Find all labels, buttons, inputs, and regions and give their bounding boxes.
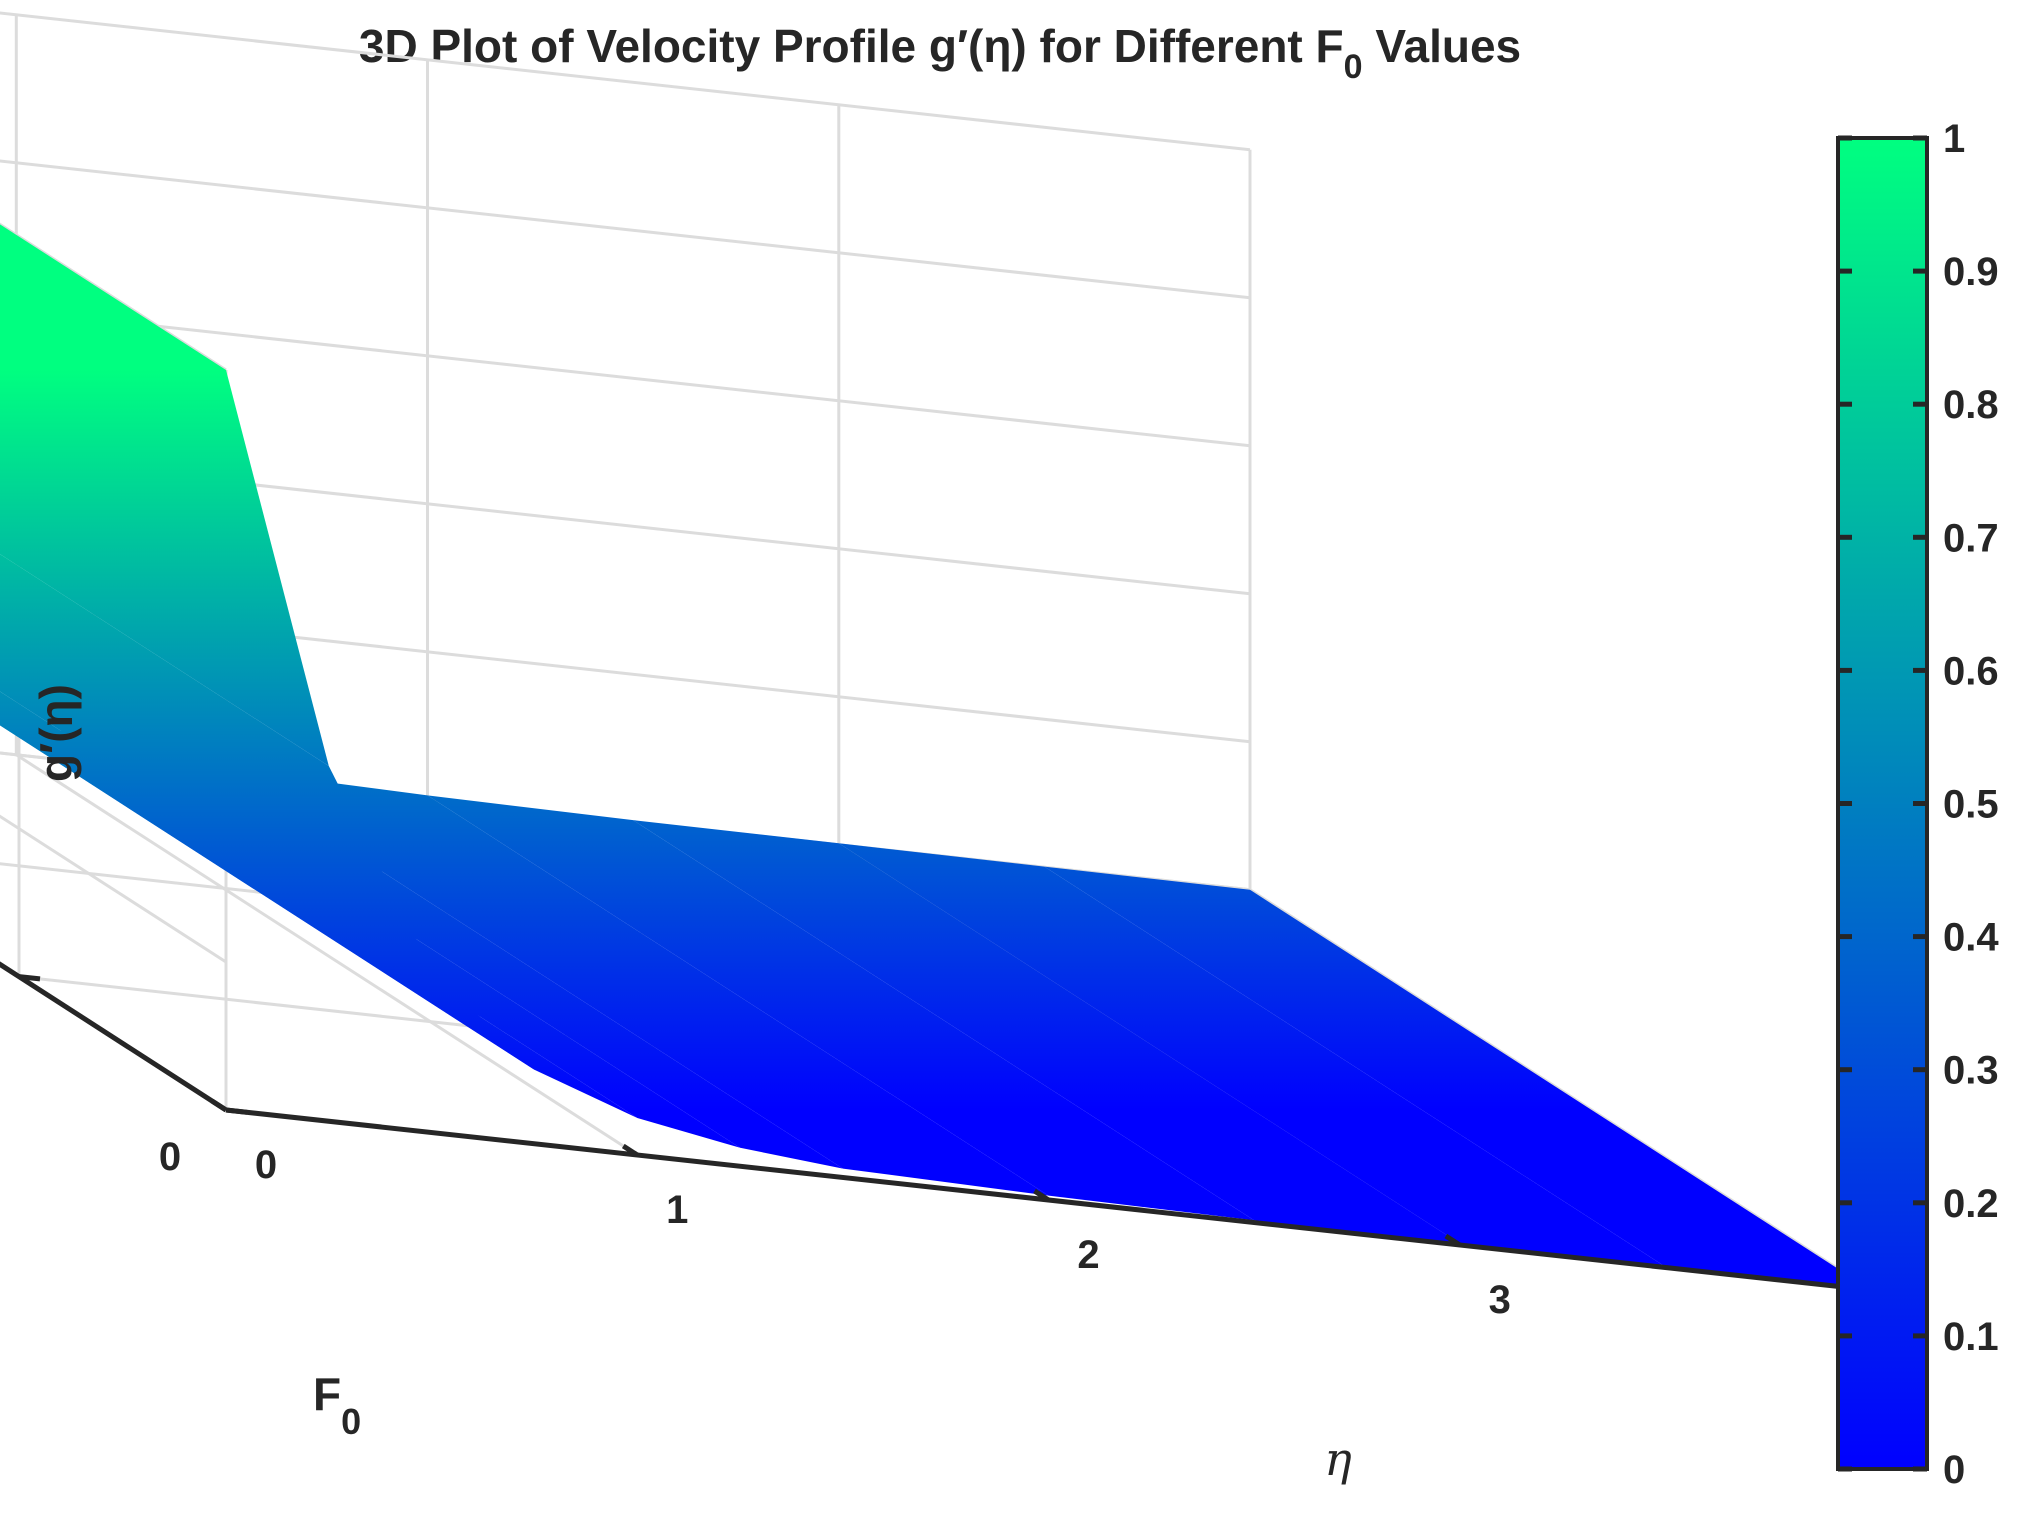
x-tick xyxy=(210,1098,228,1113)
x-tick-label: 0 xyxy=(255,1143,277,1187)
grid-line-z xyxy=(0,222,227,372)
surface-patch xyxy=(1044,866,1871,1290)
surface-patch xyxy=(0,224,329,766)
y-tick-label: 0 xyxy=(159,1135,181,1179)
z-axis-label: g′(η) xyxy=(30,684,82,782)
colorbar: 0 0.1 0.2 0.3 0.4 0.5 0.6 0.7 0.8 0.9 1 xyxy=(1836,117,1999,1492)
surface-patch xyxy=(0,691,535,1070)
grid-line-z xyxy=(0,159,1251,300)
colorbar-bar xyxy=(1836,136,1929,1471)
colorbar-tick-label: 0.6 xyxy=(1943,649,1999,693)
surface-patch xyxy=(633,820,1460,1244)
surface-patch xyxy=(221,768,1049,1196)
colorbar-ticks: 0 0.1 0.2 0.3 0.4 0.5 0.6 0.7 0.8 0.9 1 xyxy=(1838,117,1999,1492)
chart-title: 3D Plot of Velocity Profile g′(η) for Di… xyxy=(359,20,1521,86)
chart-title-subscript: 0 xyxy=(1344,48,1363,86)
chart-title-suffix: Values xyxy=(1363,20,1522,72)
surface-patch xyxy=(838,843,1666,1267)
x-tick xyxy=(1444,1233,1462,1248)
y-tick xyxy=(225,1107,248,1115)
grid-line-z xyxy=(0,814,227,964)
x-tick-label: 2 xyxy=(1077,1233,1099,1277)
y-axis-label-subscript: 0 xyxy=(341,1401,361,1442)
z-axis-label-text: g′(η) xyxy=(30,684,82,782)
colorbar-tick-label: 0.4 xyxy=(1943,916,1999,960)
y-axis-label: F0 xyxy=(313,1368,361,1442)
surface-plot xyxy=(0,224,1871,1290)
colorbar-tick-label: 1 xyxy=(1943,117,1965,161)
x-tick xyxy=(1033,1188,1050,1203)
y-axis-line xyxy=(0,961,228,1113)
y-axis-label-text: F xyxy=(313,1368,341,1420)
x-tick-label: 1 xyxy=(666,1188,688,1232)
colorbar-tick-label: 0.5 xyxy=(1943,783,1999,827)
colorbar-tick-label: 0.3 xyxy=(1943,1049,1999,1093)
grid-line-x xyxy=(15,753,639,1157)
surface-patch xyxy=(0,554,432,970)
colorbar-tick-label: 0.1 xyxy=(1943,1315,1999,1359)
y-tick xyxy=(18,974,41,982)
colorbar-tick-label: 0 xyxy=(1943,1448,1965,1492)
surface-patch xyxy=(427,795,1255,1221)
colorbar-tick-label: 0.9 xyxy=(1943,250,1999,294)
x-tick-label: 3 xyxy=(1489,1278,1511,1322)
x-axis-label: η xyxy=(1324,1432,1352,1486)
colorbar-tick-label: 0.8 xyxy=(1943,383,1999,427)
x-tick xyxy=(621,1143,639,1158)
colorbar-tick-label: 0.7 xyxy=(1943,516,1999,560)
colorbar-tick-label: 0.2 xyxy=(1943,1182,1999,1226)
chart-title-main: 3D Plot of Velocity Profile g′(η) for Di… xyxy=(359,20,1344,72)
